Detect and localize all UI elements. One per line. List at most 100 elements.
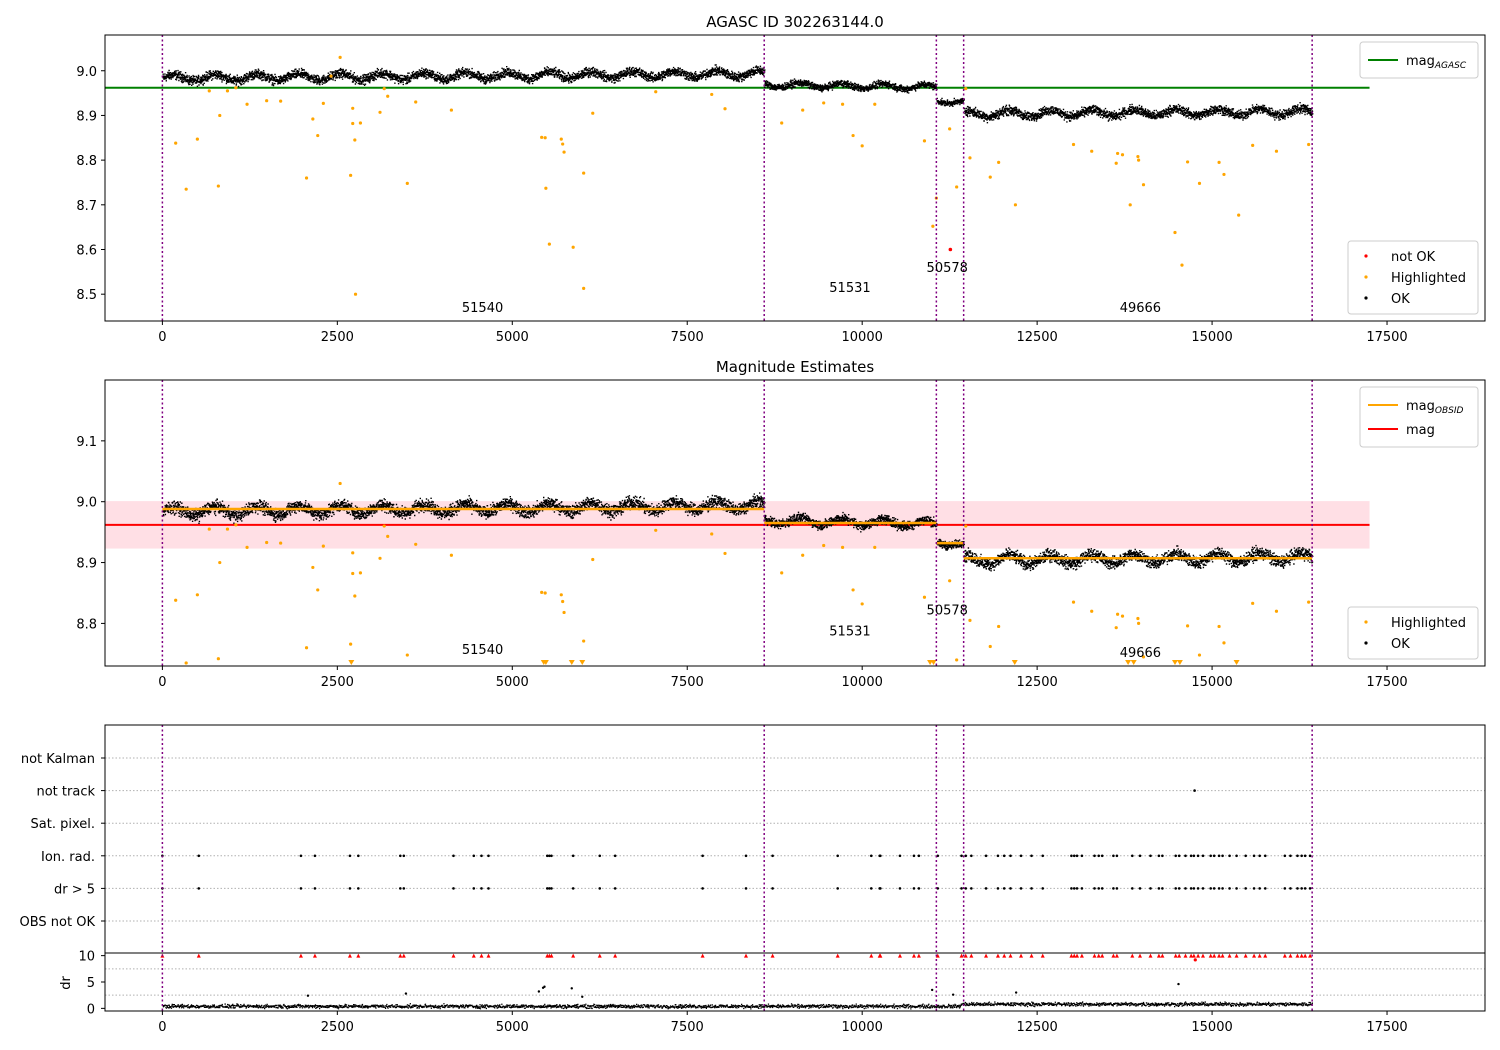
highlighted-point xyxy=(1307,142,1311,147)
flag-point xyxy=(1131,854,1134,858)
x-tick-label: 10000 xyxy=(842,675,883,690)
x-tick-label: 0 xyxy=(158,330,166,345)
flag-point xyxy=(1184,887,1187,890)
flag-point xyxy=(571,854,575,858)
y-tick-label: 8.7 xyxy=(76,199,97,214)
flag-point xyxy=(744,854,748,858)
flag-point xyxy=(898,887,902,890)
highlighted-point xyxy=(1071,600,1076,604)
flag-point xyxy=(313,854,317,858)
highlighted-point xyxy=(860,144,864,148)
highlighted-point xyxy=(873,102,877,106)
dr-clipped-marker xyxy=(1019,953,1024,958)
flag-point xyxy=(1149,854,1152,858)
flag-point xyxy=(1263,887,1267,890)
highlighted-point xyxy=(245,545,249,549)
flag-point xyxy=(1177,854,1181,858)
highlighted-point xyxy=(1013,203,1018,207)
flag-point xyxy=(771,854,774,858)
flag-point xyxy=(348,887,352,890)
dr-clipped-marker xyxy=(1173,953,1178,958)
dr-clipped-marker xyxy=(700,953,705,958)
flag-point xyxy=(452,854,455,858)
dr-clipped-marker xyxy=(571,953,576,958)
highlighted-point xyxy=(654,528,658,532)
flag-point xyxy=(197,887,201,890)
dr-not-ok-point xyxy=(1193,958,1197,962)
highlighted-point xyxy=(405,181,409,185)
highlighted-point xyxy=(1217,160,1221,164)
y-tick-label: 9.0 xyxy=(76,496,97,511)
highlighted-point xyxy=(582,639,586,643)
flag-point xyxy=(1093,887,1096,890)
y-tick-label: 8.9 xyxy=(76,109,97,124)
y-tick-label: 0 xyxy=(87,1002,95,1017)
highlighted-point xyxy=(218,560,222,565)
highlighted-point xyxy=(349,173,353,177)
highlighted-point xyxy=(723,551,727,556)
dr-clipped-marker xyxy=(1208,953,1213,958)
y-tick-label: 8.8 xyxy=(76,154,97,169)
x-tick-label: 17500 xyxy=(1366,1020,1407,1035)
highlighted-point xyxy=(801,553,805,557)
highlighted-point xyxy=(851,133,855,138)
dr-outlier-point xyxy=(1014,991,1018,994)
legend-label: mag xyxy=(1406,423,1435,438)
plot-area: 51540 51531 50578 49666 0 2500 5000 7500 10000 12… xyxy=(76,379,1486,690)
dr-clipped-marker xyxy=(878,953,883,958)
y-tick-label: 8.5 xyxy=(76,288,97,303)
highlighted-point xyxy=(279,541,283,545)
highlighted-point xyxy=(873,545,877,549)
highlighted-point xyxy=(311,565,315,570)
flag-point xyxy=(357,854,360,858)
highlighted-point xyxy=(964,87,968,91)
highlighted-point xyxy=(1251,601,1255,605)
point-legend: Highlighted OK xyxy=(1347,606,1479,660)
flag-point xyxy=(1184,854,1187,858)
highlighted-point xyxy=(988,175,992,179)
dr-points xyxy=(162,1001,1313,1010)
magnitude-estimates-panel: Magnitude Estimates 51540 51531 50578 49666… xyxy=(76,358,1486,690)
axes-frame xyxy=(104,379,1486,667)
dr-clipped-marker xyxy=(486,953,491,958)
flag-point xyxy=(1252,854,1256,858)
highlighted-point xyxy=(304,646,309,650)
highlighted-point xyxy=(1114,626,1118,630)
below-range-marker xyxy=(348,660,355,665)
highlighted-point xyxy=(723,107,727,111)
flag-point xyxy=(1075,887,1079,890)
flag-point xyxy=(1228,854,1231,858)
flag-point xyxy=(869,887,873,890)
highlighted-point xyxy=(860,602,864,606)
highlighted-point xyxy=(1137,621,1141,626)
dr-outlier-point xyxy=(404,992,408,995)
dr-clipped-marker xyxy=(613,953,618,958)
highlighted-point xyxy=(922,595,927,599)
x-tick-label: 15000 xyxy=(1191,675,1232,690)
dr-clipped-marker xyxy=(959,953,964,958)
x-tick-label: 7500 xyxy=(671,675,704,690)
flag-point xyxy=(545,854,549,858)
highlighted-point xyxy=(386,534,390,538)
flag-point xyxy=(1080,887,1084,890)
dr-clipped-marker xyxy=(835,953,840,958)
highlighted-point xyxy=(931,224,935,228)
flag-point xyxy=(1201,887,1205,890)
dr-clipped-marker xyxy=(479,953,484,958)
flag-point xyxy=(1296,854,1299,858)
flag-point xyxy=(487,887,490,890)
dr-clipped-marker xyxy=(1220,953,1225,958)
dr-clipped-marker xyxy=(1243,953,1248,958)
highlighted-point xyxy=(955,658,959,662)
highlighted-point xyxy=(1071,142,1076,147)
dr-clipped-marker xyxy=(1072,953,1077,958)
highlighted-point xyxy=(218,113,222,118)
highlighted-point xyxy=(1120,153,1125,157)
flag-point xyxy=(836,854,839,858)
dr-clipped-marker xyxy=(1111,953,1116,958)
x-tick-label: 12500 xyxy=(1016,330,1057,345)
highlighted-point xyxy=(540,135,544,139)
flag-point xyxy=(1070,854,1073,858)
highlighted-point xyxy=(311,117,315,121)
highlighted-point xyxy=(338,481,342,486)
